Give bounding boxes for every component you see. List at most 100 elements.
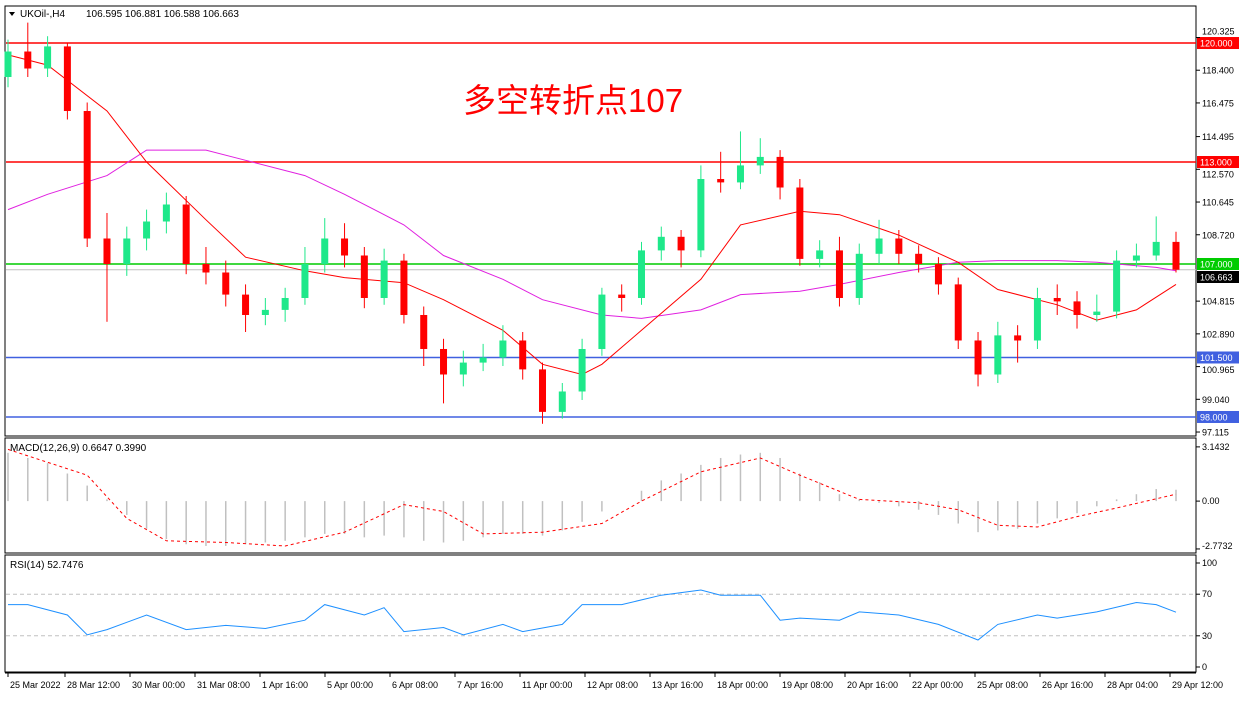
level-price-tag: [1197, 410, 1239, 423]
level-price-label: 98.000: [1200, 412, 1228, 422]
candle-body: [954, 284, 962, 341]
x-tick-label: 1 Apr 16:00: [262, 680, 308, 690]
dropdown-triangle-icon[interactable]: [9, 12, 15, 16]
candle-body: [618, 294, 626, 298]
candle-body: [380, 260, 388, 298]
candle-body: [479, 357, 487, 363]
candle-body: [103, 238, 111, 264]
candle-body: [677, 236, 685, 251]
candle-body: [736, 165, 744, 183]
y-tick-label: 114.495: [1202, 132, 1234, 142]
x-tick-label: 20 Apr 16:00: [847, 680, 898, 690]
candle-body: [242, 294, 250, 315]
candle-body: [717, 179, 725, 183]
candle-body: [816, 250, 824, 259]
y-tick-label: 110.645: [1202, 198, 1234, 208]
annotation-text: 多空转折点107: [463, 82, 683, 119]
candle-body: [143, 221, 151, 239]
macd-plot: [7, 448, 1177, 547]
candle-body: [202, 263, 210, 273]
y-tick-label: 104.815: [1202, 297, 1235, 307]
rsi-tick-label: 100: [1202, 558, 1217, 568]
x-tick-label: 26 Apr 16:00: [1042, 680, 1093, 690]
candle-body: [301, 263, 309, 298]
candle-body: [24, 51, 32, 69]
candle-body: [915, 253, 923, 264]
rsi-label: RSI(14) 52.7476: [10, 560, 84, 571]
candle-body: [341, 238, 349, 256]
y-tick-label: 100.965: [1202, 365, 1235, 375]
candle-body: [776, 156, 784, 188]
candle-body: [974, 340, 982, 375]
ohlc-readout: 106.595 106.881 106.588 106.663: [86, 9, 239, 20]
candle-body: [499, 340, 507, 358]
macd-tick-label: 0.00: [1202, 496, 1220, 506]
candle-body: [321, 238, 329, 264]
candle-body: [598, 294, 606, 349]
candle-body: [44, 46, 52, 69]
y-tick-label: 97.115: [1202, 428, 1229, 438]
level-price-tag: [1197, 156, 1239, 169]
candle-body: [63, 46, 71, 112]
candle-body: [1014, 335, 1022, 341]
macd-panel: [4, 437, 1197, 554]
x-tick-label: 30 Mar 00:00: [132, 680, 185, 690]
candle-body: [578, 348, 586, 392]
candle-body: [697, 179, 705, 251]
candle-body: [796, 187, 804, 259]
candle-body: [162, 204, 170, 222]
x-tick-label: 5 Apr 00:00: [327, 680, 373, 690]
candle-body: [558, 391, 566, 412]
candle-body: [281, 297, 289, 310]
candle-body: [4, 51, 12, 78]
candle-body: [657, 236, 665, 251]
x-tick-label: 28 Apr 04:00: [1107, 680, 1158, 690]
candle-body: [519, 340, 527, 370]
rsi-plot: [6, 589, 1196, 641]
x-tick-label: 7 Apr 16:00: [457, 680, 503, 690]
candle-body: [83, 111, 91, 239]
x-tick-label: 22 Apr 00:00: [912, 680, 963, 690]
candle-body: [1172, 241, 1180, 270]
y-tick-label: 116.475: [1202, 98, 1234, 108]
x-tick-label: 19 Apr 08:00: [782, 680, 833, 690]
candle-body: [459, 362, 467, 375]
y-tick-label: 108.720: [1202, 230, 1235, 240]
rsi-tick-label: 70: [1202, 589, 1212, 599]
y-tick-label: 102.890: [1202, 329, 1235, 339]
rsi-tick-label: 0: [1202, 662, 1207, 672]
x-tick-label: 25 Mar 2022: [10, 680, 61, 690]
level-price-tag: [1197, 351, 1239, 364]
price-plot: [4, 22, 1196, 424]
x-tick-label: 28 Mar 12:00: [67, 680, 120, 690]
candle-body: [440, 348, 448, 375]
rsi-panel: [4, 554, 1197, 673]
symbol-label: UKOil-,H4: [20, 9, 65, 20]
axes: 120.000 113.000 107.000 106.663 101.500 98.00…: [5, 27, 1239, 690]
x-tick-label: 11 Apr 00:00: [522, 680, 572, 690]
x-tick-label: 25 Apr 08:00: [977, 680, 1028, 690]
candle-body: [835, 250, 843, 298]
y-tick-label: 99.040: [1202, 395, 1230, 405]
candle-body: [360, 255, 368, 298]
candle-body: [261, 309, 269, 315]
candle-body: [1152, 241, 1160, 256]
candle-body: [123, 238, 131, 264]
level-price-label: 101.500: [1200, 353, 1233, 363]
ma-fast-line: [7, 54, 1177, 376]
candle-body: [222, 272, 230, 295]
candle-body: [182, 204, 190, 264]
level-price-label: 113.000: [1200, 158, 1232, 168]
candle-body: [1093, 311, 1101, 315]
y-tick-label: 120.325: [1202, 27, 1235, 37]
rsi-line: [8, 589, 1177, 641]
y-tick-label: 118.400: [1202, 66, 1234, 76]
x-tick-label: 6 Apr 08:00: [392, 680, 438, 690]
macd-signal-line: [7, 448, 1177, 547]
x-tick-label: 31 Mar 08:00: [197, 680, 250, 690]
x-tick-label: 18 Apr 00:00: [717, 680, 768, 690]
current-price-label: 106.663: [1200, 272, 1233, 282]
candle-body: [934, 263, 942, 285]
candle-body: [875, 238, 883, 254]
